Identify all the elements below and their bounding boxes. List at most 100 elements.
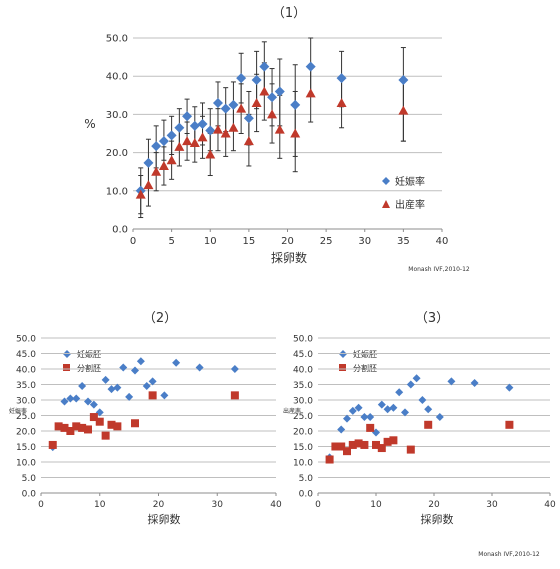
x-tick-label: 0: [130, 236, 136, 247]
data-point-diamond: [136, 357, 145, 366]
data-point-diamond: [60, 397, 69, 406]
data-point-square: [78, 423, 87, 432]
data-point-triangle: [212, 124, 223, 134]
x-tick-label: 30: [358, 236, 371, 247]
data-point-square: [89, 413, 98, 422]
y-tick-label: 50.0: [106, 34, 128, 45]
data-point-square: [372, 440, 380, 449]
data-point-diamond: [174, 122, 185, 133]
chart-3-title: （3）: [415, 311, 449, 326]
data-point-diamond: [158, 136, 169, 147]
data-point-triangle: [228, 122, 239, 132]
data-point-triangle: [189, 138, 200, 148]
legend-label: 妊娠率: [395, 175, 425, 188]
legend-diamond-icon: [382, 177, 390, 185]
legend-label: 分割胚: [77, 363, 101, 373]
data-point-triangle: [205, 149, 216, 159]
data-point-diamond: [398, 75, 409, 86]
y-tick-label: 25.0: [293, 412, 313, 422]
legend-item-cleavage-embryo: 分割胚: [63, 363, 101, 373]
y-tick-label: 40.0: [293, 366, 313, 376]
x-tick-label: 10: [370, 500, 382, 510]
y-tick-label: 50.0: [16, 335, 36, 345]
chart-2-title: （2）: [143, 311, 177, 326]
y-tick-label: 45.0: [16, 350, 36, 360]
legend-item-pregnancy-rate: 妊娠率: [382, 175, 425, 188]
data-point-diamond: [251, 75, 262, 86]
data-point-diamond: [151, 141, 162, 152]
chart-1-title: （1）: [272, 6, 306, 21]
y-tick-label: 0.0: [112, 225, 128, 236]
x-tick-label: 20: [153, 500, 165, 510]
data-point-diamond: [230, 365, 239, 373]
data-point-diamond: [406, 380, 415, 389]
chart-3-y-axis-label: 出産率: [283, 407, 301, 415]
data-point-diamond: [160, 391, 169, 400]
data-point-square: [48, 440, 57, 449]
data-point-diamond: [125, 392, 134, 401]
x-tick-label: 40: [270, 500, 282, 510]
x-tick-label: 15: [243, 236, 256, 247]
x-tick-label: 30: [212, 500, 224, 510]
data-point-diamond: [305, 61, 316, 72]
data-point-diamond: [119, 363, 128, 372]
x-tick-label: 5: [168, 236, 174, 247]
legend-item-cleavage-embryo: 分割胚: [339, 363, 377, 373]
data-point-diamond: [195, 363, 204, 372]
legend-triangle-icon: [382, 200, 390, 208]
data-point-diamond: [336, 73, 347, 84]
data-point-square: [377, 444, 386, 453]
chart-2: （2） 妊娠率 採卵数 妊娠胚 分割胚 0.05.010.015.020.025…: [9, 311, 282, 526]
y-tick-label: 30.0: [106, 110, 128, 121]
data-point-square: [60, 423, 69, 432]
data-point-triangle: [174, 141, 185, 151]
data-point-square: [424, 420, 433, 429]
data-point-diamond: [505, 383, 514, 392]
data-point-triangle: [143, 180, 154, 190]
data-point-diamond: [84, 397, 92, 406]
data-point-diamond: [337, 425, 346, 434]
data-point-diamond: [205, 125, 216, 136]
data-point-triangle: [135, 189, 146, 199]
y-tick-label: 0.0: [22, 490, 37, 500]
y-tick-label: 10.0: [106, 186, 128, 197]
data-point-square: [113, 422, 122, 431]
data-point-square: [101, 431, 110, 440]
chart-1-source-credit: Monash IVF,2010-12: [408, 266, 470, 273]
data-point-square: [95, 417, 104, 426]
data-point-diamond: [107, 385, 116, 394]
data-point-square: [389, 436, 398, 445]
y-tick-label: 25.0: [16, 412, 36, 422]
chart-3-x-axis-label: 採卵数: [421, 512, 454, 526]
data-point-diamond: [143, 157, 154, 168]
x-tick-label: 40: [436, 236, 449, 247]
data-point-diamond: [182, 111, 193, 122]
data-point-square: [343, 447, 351, 456]
data-point-square: [505, 420, 514, 429]
data-point-triangle: [259, 86, 270, 96]
data-point-square: [366, 423, 375, 432]
x-tick-label: 25: [320, 236, 333, 247]
chart-3: （3） 出産率 採卵数 Monash IVF,2010-12 妊娠胚 分割胚 0…: [283, 311, 556, 558]
data-point-triangle: [166, 155, 177, 165]
chart-1-legend: 妊娠率 出産率: [382, 175, 425, 211]
y-tick-label: 15.0: [16, 443, 36, 453]
data-point-diamond: [189, 120, 200, 131]
data-point-diamond: [290, 99, 301, 110]
data-point-diamond: [274, 86, 285, 97]
y-tick-label: 30.0: [293, 397, 313, 407]
y-tick-label: 10.0: [16, 459, 36, 469]
chart-1-y-axis-label: %: [84, 117, 95, 131]
data-point-triangle: [251, 97, 262, 107]
y-tick-label: 10.0: [293, 459, 313, 469]
chart-2-y-axis-label: 妊娠率: [9, 407, 27, 415]
chart-3-source-credit: Monash IVF,2010-12: [478, 551, 540, 558]
data-point-diamond: [343, 414, 351, 423]
data-point-diamond: [259, 61, 270, 72]
x-tick-label: 0: [315, 500, 321, 510]
data-point-square: [406, 445, 415, 454]
data-point-diamond: [172, 358, 181, 367]
data-point-square: [383, 437, 392, 446]
y-tick-label: 5.0: [22, 474, 37, 484]
